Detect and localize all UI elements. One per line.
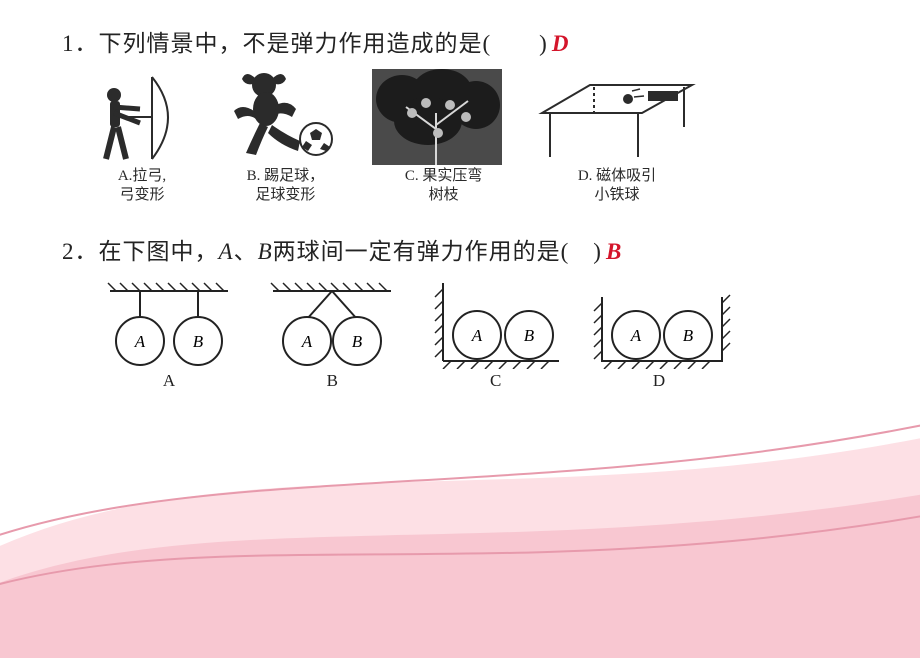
q1-opt-c-image: [372, 69, 502, 165]
q2-emph-b: B: [258, 239, 273, 264]
q1-line: 1．下列情景中，不是弹力作用造成的是( )D: [62, 26, 872, 63]
svg-text:A: A: [470, 326, 482, 345]
q2-opt-b-letter: B: [257, 371, 407, 391]
q2-stem-mid: 、: [234, 239, 258, 264]
q2-number: 2．: [62, 239, 99, 264]
svg-text:A: A: [301, 332, 313, 351]
q1-opt-b-caption: B. 踢足球，足球变形: [215, 167, 355, 206]
svg-text:B: B: [683, 326, 694, 345]
q1-opt-a-image: [92, 69, 192, 165]
q2-stem-post: 两球间一定有弹力作用的是( ): [273, 239, 602, 264]
svg-text:B: B: [352, 332, 363, 351]
q2-opt-d-image: A B: [584, 277, 734, 369]
q2-opt-c-letter: C: [421, 371, 571, 391]
q1-opt-d-caption: D. 磁体吸引小铁球: [532, 167, 702, 206]
svg-text:B: B: [523, 326, 534, 345]
q2-line: 2．在下图中，A、B两球间一定有弹力作用的是( )B: [62, 234, 872, 271]
q1-opt-d-image: [532, 69, 702, 165]
q1-number: 1．: [62, 31, 99, 56]
q2-opt-a-letter: A: [94, 371, 244, 391]
svg-text:A: A: [630, 326, 642, 345]
q2-emph-a: A: [219, 239, 234, 264]
q1-answer: D: [548, 31, 570, 56]
svg-text:B: B: [193, 332, 204, 351]
q2-figure-panel: A B A B: [94, 277, 734, 391]
q1-figure-panel: A.拉弓,弓变形 B. 踢足球，足球变形 C. 果实压弯树枝 D. 磁体吸引小铁…: [92, 69, 702, 206]
q1-stem: 下列情景中，不是弹力作用造成的是( ): [99, 31, 548, 56]
svg-text:A: A: [134, 332, 146, 351]
q1-opt-b-image: [222, 69, 342, 165]
q2-opt-d-letter: D: [584, 371, 734, 391]
q2-stem-pre: 在下图中，: [99, 239, 219, 264]
q2-opt-b-image: A B: [257, 277, 407, 369]
q2-opt-a-image: A B: [94, 277, 244, 369]
q2-answer: B: [602, 239, 622, 264]
q1-opt-c-caption: C. 果实压弯树枝: [379, 167, 509, 206]
q2-opt-c-image: A B: [421, 277, 571, 369]
q1-opt-a-caption: A.拉弓,弓变形: [92, 167, 192, 206]
